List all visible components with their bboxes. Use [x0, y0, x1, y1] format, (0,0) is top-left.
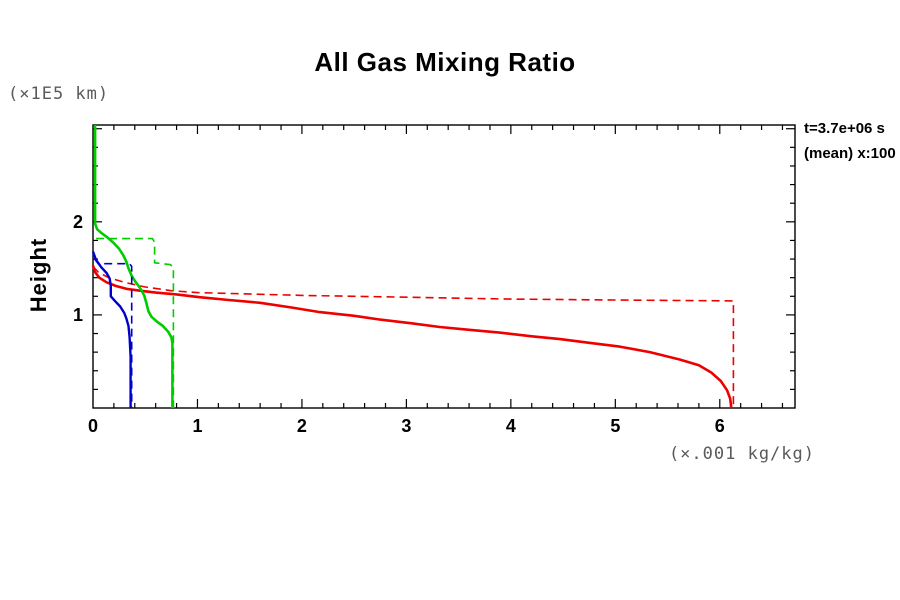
x-tick-label: 3 — [401, 416, 411, 436]
x-tick-label: 6 — [715, 416, 725, 436]
mean-annotation: (mean) x:100 — [804, 145, 896, 162]
x-tick-label: 2 — [297, 416, 307, 436]
time-annotation: t=3.7e+06 s — [804, 120, 885, 137]
y-tick-label: 2 — [73, 212, 83, 232]
series-gas-1-dashed-line — [92, 265, 735, 408]
x-tick-label: 4 — [506, 416, 516, 436]
x-tick-label: 5 — [610, 416, 620, 436]
series-gas-3-dashed-line — [93, 257, 133, 408]
series-gas-2-solid-line — [93, 125, 174, 408]
x-axis-unit-label: (×.001 kg/kg) — [668, 444, 815, 464]
y-axis-scale-label: (×1E5 km) — [8, 84, 110, 104]
series-gas-1-solid-line — [91, 265, 733, 409]
series-gas-2-dashed-line — [96, 237, 175, 408]
plot-frame — [92, 124, 796, 409]
y-tick-label: 1 — [73, 305, 83, 325]
x-tick-label: 0 — [88, 416, 98, 436]
x-tick-label: 1 — [192, 416, 202, 436]
chart-title: All Gas Mixing Ratio — [314, 47, 576, 77]
series-gas-3-solid-line — [91, 251, 132, 408]
